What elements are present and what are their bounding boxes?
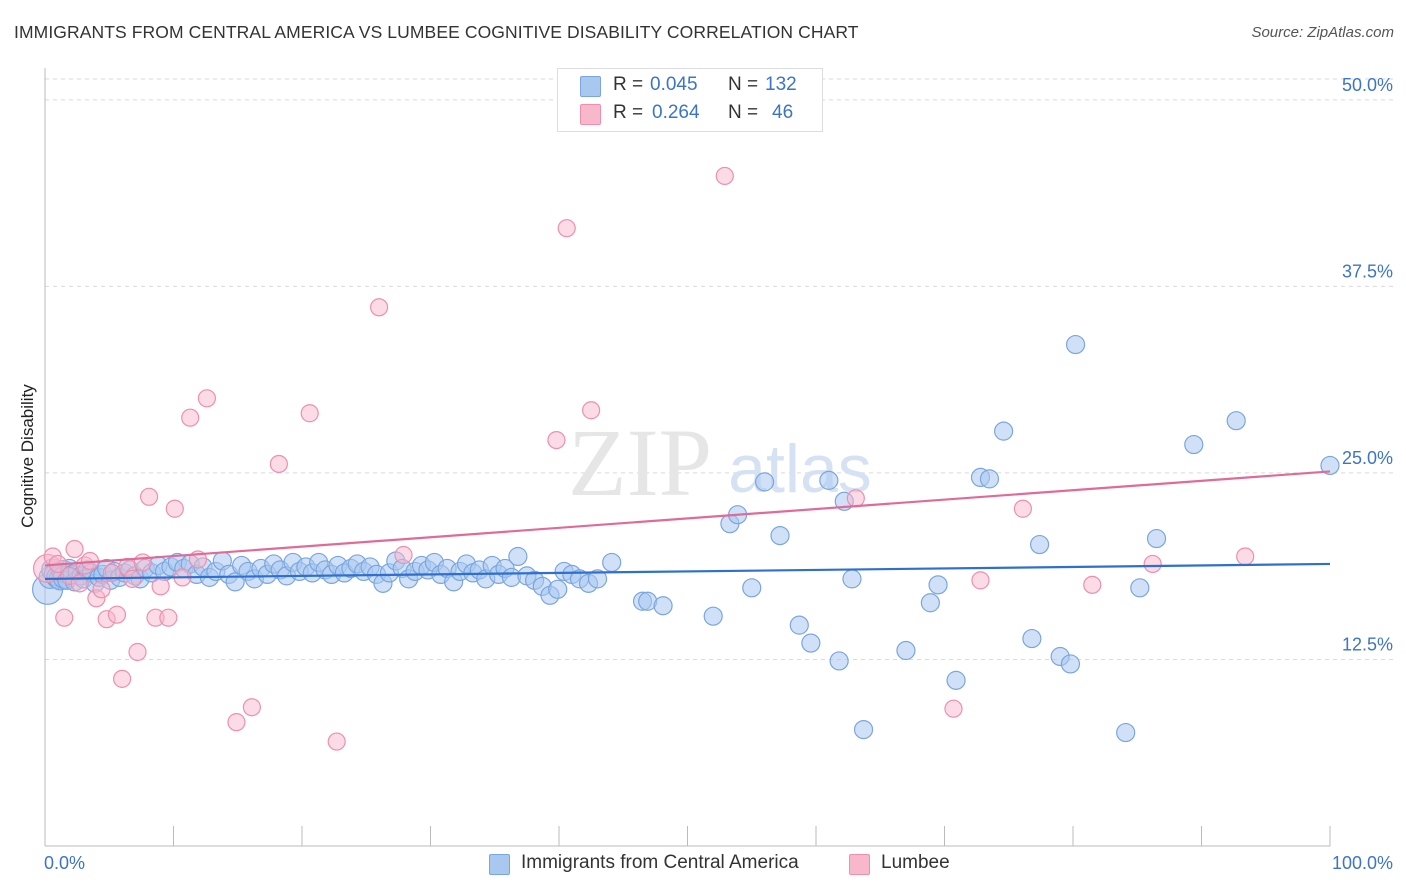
point-lumbee [92,580,111,599]
legend-swatch-pink [580,104,601,125]
point-lumbee [269,454,288,474]
trend-line-lumbee [44,470,1331,567]
point-lumbee [139,487,159,506]
point-immigrants [1060,654,1081,674]
series-legend: Immigrants from Central America Lumbee [0,852,1406,878]
point-immigrants [896,640,916,661]
r-value: 0.045 [650,74,698,95]
point-immigrants [994,421,1014,441]
point-lumbee [327,732,346,751]
point-lumbee [394,545,413,565]
point-lumbee [107,605,127,624]
point-lumbee [165,499,184,518]
point-lumbee [128,642,147,662]
series-lumbee-points [32,166,1255,751]
y-tick-label: 12.5% [1342,634,1393,654]
point-immigrants [742,578,762,598]
point-lumbee [582,401,601,420]
point-immigrants [801,633,821,653]
point-lumbee [65,539,84,559]
legend-swatch-pink [849,854,870,875]
r-label: R = [613,102,644,123]
point-lumbee [1083,575,1102,594]
point-immigrants [1116,722,1136,743]
point-immigrants [842,569,862,589]
point-lumbee [846,489,865,508]
point-lumbee [944,699,963,718]
point-immigrants [1146,528,1167,549]
source-label: Source: ZipAtlas.com [1251,24,1394,41]
x-tick-label: 100.0% [1332,853,1393,873]
legend-label-lumbee: Lumbee [881,852,950,873]
point-immigrants [928,575,948,595]
r-value: 0.264 [652,102,700,123]
point-lumbee [1013,499,1032,518]
point-lumbee [1236,547,1255,566]
legend-swatch-blue [489,854,510,875]
n-label: N = [728,102,759,123]
y-tick-label: 37.5% [1342,261,1393,281]
point-immigrants [587,569,608,589]
point-immigrants [1022,628,1042,649]
point-immigrants [602,552,622,573]
point-lumbee [133,553,152,572]
point-immigrants [1130,578,1150,598]
legend-label-immigrants: Immigrants from Central America [521,852,799,873]
point-lumbee [55,608,74,627]
point-lumbee [197,389,217,408]
point-immigrants [829,651,849,671]
point-immigrants [979,469,1000,489]
point-immigrants [1065,334,1086,355]
point-immigrants [508,546,528,567]
point-immigrants [770,525,790,546]
x-tick-label: 0.0% [44,853,85,873]
point-lumbee [112,669,132,688]
chart-title: IMMIGRANTS FROM CENTRAL AMERICA VS LUMBE… [14,22,859,42]
point-immigrants [819,470,839,490]
point-immigrants [853,719,874,740]
watermark-zip: ZIP [568,409,712,516]
point-lumbee [227,713,246,732]
tick-labels: 12.5% 25.0% 37.5% 50.0% 0.0% 100.0% [44,75,1393,873]
point-immigrants [789,615,809,635]
n-label: N = [728,74,759,95]
y-tick-label: 50.0% [1342,75,1393,95]
n-value: 46 [772,102,794,123]
point-immigrants [920,593,940,613]
point-lumbee [370,298,389,317]
point-immigrants [1184,434,1204,455]
point-lumbee [715,166,734,186]
point-immigrants [653,596,673,616]
correlation-legend: R = 0.045 N = 132 R = 0.264 N = 46 [557,68,823,132]
trend-lines [44,470,1331,580]
point-lumbee [1143,554,1162,574]
legend-swatch-blue [580,76,601,97]
point-lumbee [547,430,566,450]
point-lumbee [159,608,178,627]
point-lumbee [557,219,576,238]
series-immigrants-points [31,334,1340,743]
point-immigrants [1029,534,1050,555]
point-immigrants [1226,411,1246,431]
point-immigrants [946,670,966,690]
trend-line-immigrants [44,562,1331,580]
point-immigrants [754,472,775,492]
point-lumbee [181,408,200,427]
n-value: 132 [765,74,797,95]
point-lumbee [971,571,990,590]
axes [44,68,1331,847]
point-lumbee [300,404,319,423]
point-immigrants [548,579,568,599]
point-immigrants [1320,455,1340,476]
r-label: R = [613,74,644,95]
y-tick-label: 25.0% [1342,448,1393,468]
point-lumbee [151,577,170,596]
point-immigrants [703,606,723,626]
point-lumbee [242,698,261,717]
